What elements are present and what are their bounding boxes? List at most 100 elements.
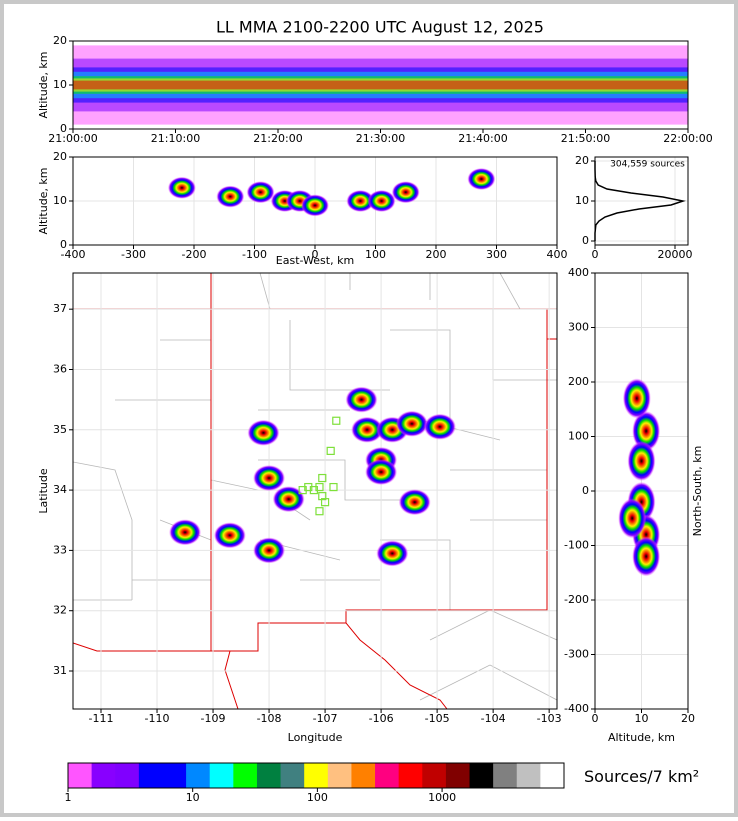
color-cell (209, 763, 234, 788)
x-tick-label: 21:00:00 (48, 132, 97, 145)
color-cell (327, 763, 352, 788)
color-cell (186, 763, 211, 788)
x-tick-label: 20 (681, 712, 695, 725)
x-axis-label: Longitude (288, 731, 343, 744)
density-cell (169, 519, 202, 546)
color-cell (91, 763, 116, 788)
x-tick-label: 21:50:00 (561, 132, 610, 145)
color-cell (162, 763, 187, 788)
x-tick-label: 1 (65, 791, 72, 804)
density-cell (167, 176, 196, 199)
y-tick-label: 36 (53, 362, 67, 375)
marker (329, 482, 338, 492)
x-tick-label: 300 (486, 248, 507, 261)
y-axis-label: Altitude, km (37, 51, 50, 118)
marker (318, 492, 327, 501)
x-tick-label: 10 (186, 791, 200, 804)
density-cell (627, 441, 656, 482)
density-cell (632, 536, 661, 577)
color-cell (445, 763, 471, 788)
density-cell (467, 168, 496, 190)
frame (594, 272, 689, 710)
y-tick-label: 33 (53, 543, 67, 556)
y-tick-label: 200 (568, 375, 589, 388)
y-tick-label: 32 (53, 604, 67, 617)
color-cell (516, 763, 541, 788)
density-cell (272, 486, 305, 513)
density-cell (632, 411, 661, 452)
x-tick-label: 21:20:00 (253, 132, 302, 145)
x-tick-label: 100 (365, 248, 386, 261)
y-tick-label: 10 (53, 194, 67, 207)
y-tick-label: 35 (53, 423, 67, 436)
x-tick-label: -106 (369, 712, 394, 725)
y-tick-label: -200 (564, 593, 589, 606)
marker (315, 507, 324, 516)
y-tick-label: 34 (53, 483, 67, 496)
y-tick-label: 0 (60, 238, 67, 251)
y-axis-label: Latitude (37, 468, 50, 514)
density-cell (376, 540, 409, 567)
x-tick-label: 21:10:00 (151, 132, 200, 145)
x-tick-label: -103 (537, 712, 562, 725)
y-axis-label: North-South, km (691, 446, 704, 537)
y-axis-label: Altitude, km (37, 167, 50, 234)
x-axis-label: Altitude, km (608, 731, 675, 744)
x-tick-label: -105 (425, 712, 450, 725)
color-cell (304, 763, 329, 788)
marker (332, 416, 341, 425)
profile-line (594, 161, 686, 241)
color-cell (493, 763, 518, 788)
density-cell (391, 181, 420, 204)
y-tick-label: 300 (568, 321, 589, 334)
color-cell (68, 763, 93, 788)
y-tick-label: -100 (564, 539, 589, 552)
marker (320, 498, 330, 507)
chart-title: LL MMA 2100-2200 UTC August 12, 2025 (216, 18, 544, 37)
x-tick-label: 10 (635, 712, 649, 725)
x-tick-label: 20000 (658, 248, 693, 261)
density-cell (301, 194, 329, 217)
color-cell (375, 763, 400, 788)
y-tick-label: 31 (53, 664, 67, 677)
y-tick-label: 20 (575, 154, 589, 167)
frame (594, 156, 689, 246)
density-cell (398, 489, 431, 516)
x-tick-label: 22:00:00 (663, 132, 712, 145)
x-tick-label: 21:30:00 (356, 132, 405, 145)
marker (309, 485, 318, 495)
color-cell (256, 763, 282, 788)
x-tick-label: -200 (182, 248, 207, 261)
x-tick-label: 21:40:00 (458, 132, 507, 145)
color-cell (351, 763, 376, 788)
y-tick-label: 10 (575, 194, 589, 207)
frame (72, 272, 558, 710)
color-cell (422, 763, 447, 788)
density-cell (367, 190, 396, 212)
x-tick-label: -107 (313, 712, 338, 725)
x-tick-label: -100 (242, 248, 267, 261)
frame (72, 156, 558, 246)
x-tick-label: -108 (257, 712, 282, 725)
density-cell (346, 190, 375, 212)
y-tick-label: 0 (582, 484, 589, 497)
y-tick-label: 20 (53, 150, 67, 163)
x-tick-label: -400 (61, 248, 86, 261)
y-tick-label: 37 (53, 302, 67, 315)
frame (72, 40, 689, 130)
x-tick-label: 0 (592, 712, 599, 725)
marker (326, 446, 335, 455)
density-cell (247, 419, 280, 446)
density-layer (73, 80, 688, 90)
x-tick-label: -110 (145, 712, 170, 725)
density-cell (213, 522, 246, 549)
density-cell (365, 459, 398, 486)
color-cell (398, 763, 423, 788)
y-tick-label: -300 (564, 648, 589, 661)
y-tick-label: -400 (564, 702, 589, 715)
x-tick-label: -300 (121, 248, 146, 261)
density-cell (345, 386, 378, 413)
x-tick-label: 1000 (428, 791, 456, 804)
y-tick-label: 100 (568, 430, 589, 443)
density-cell (351, 416, 384, 443)
